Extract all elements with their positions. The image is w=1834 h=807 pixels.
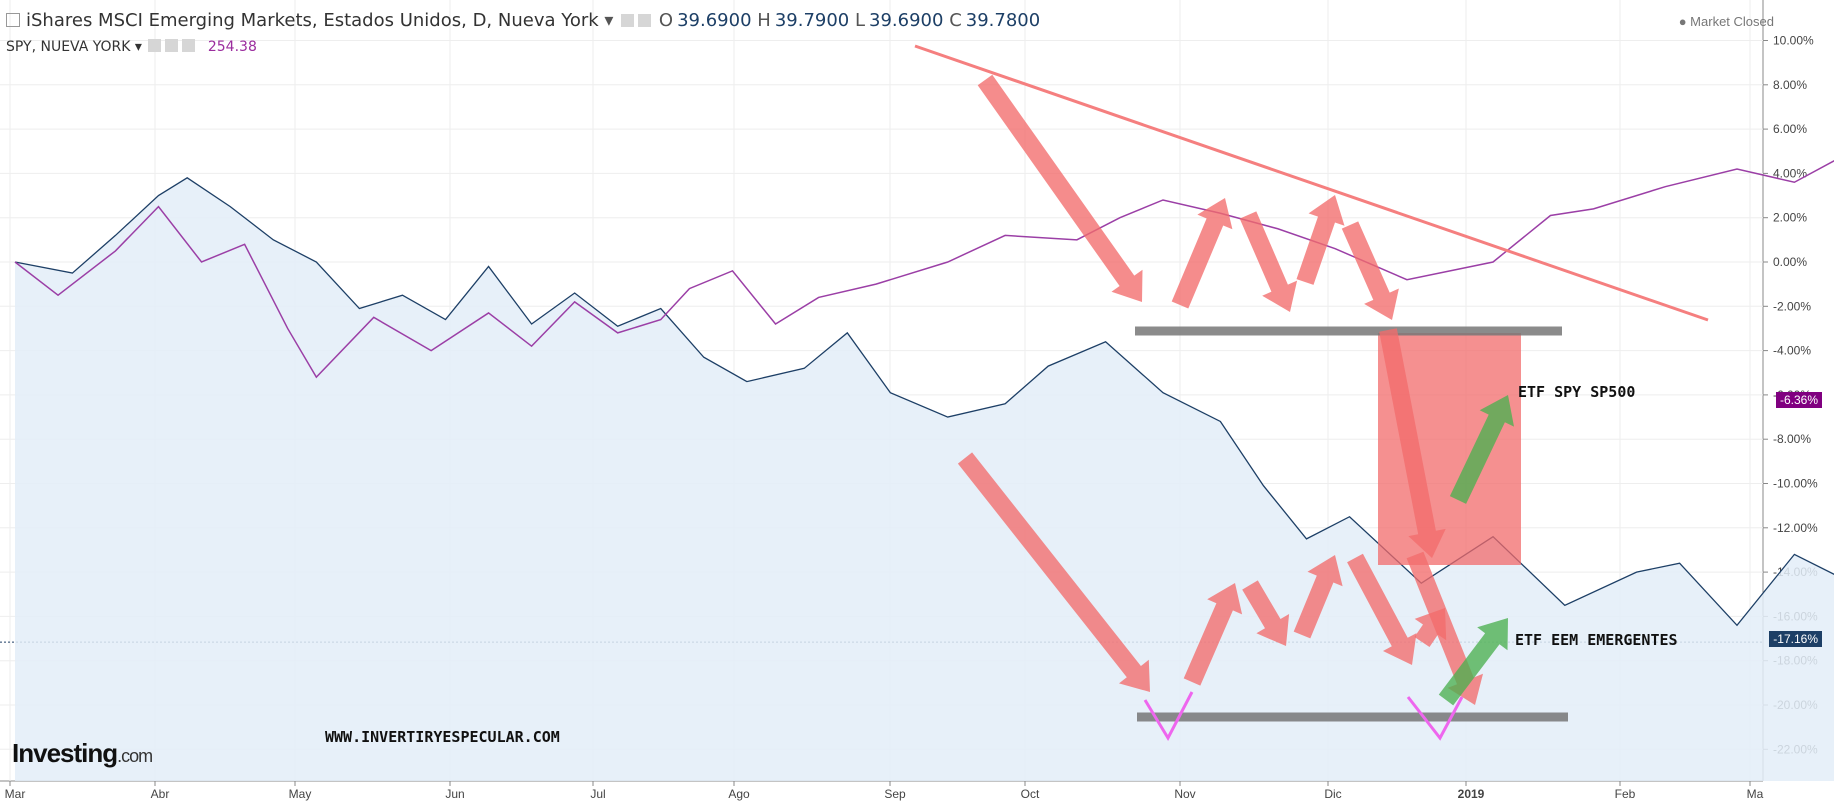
ohlc-close-key: C <box>949 10 962 31</box>
eye-icon[interactable] <box>638 14 652 27</box>
x-tick-label: Mar <box>5 787 26 801</box>
eem-annotation: ETF EEM EMERGENTES <box>1515 631 1678 649</box>
logo-suffix: .com <box>117 746 153 766</box>
spy-price-tag: -6.36% <box>1775 392 1822 408</box>
overlay-header: SPY, NUEVA YORK ▾ 254.38 <box>6 39 257 55</box>
chart-header: iShares MSCI Emerging Markets, Estados U… <box>6 10 1040 31</box>
arrow-up-icon <box>1293 555 1343 639</box>
arrow-down-icon <box>1341 221 1399 320</box>
x-tick-label: Dic <box>1324 787 1341 801</box>
eem-area <box>15 177 1834 781</box>
spy-annotation: ETF SPY SP500 <box>1518 383 1636 401</box>
arrow-down-icon <box>957 452 1150 692</box>
y-tick-label: 2.00% <box>1773 211 1807 225</box>
resistance-trendline <box>914 44 1709 322</box>
y-tick-label: 0.00% <box>1773 255 1807 269</box>
ohlc-low-value: 39.6900 <box>869 10 944 31</box>
close-icon[interactable] <box>182 39 196 52</box>
v-bottom-mark <box>1143 691 1194 742</box>
chevron-down-icon[interactable]: ▾ <box>604 10 614 31</box>
overlay-symbol: SPY, NUEVA YORK <box>6 39 131 55</box>
y-tick-label: 8.00% <box>1773 78 1807 92</box>
ohlc-high-key: H <box>757 10 771 31</box>
website-watermark: WWW.INVERTIRYESPECULAR.COM <box>325 728 560 746</box>
y-tick-label: -12.00% <box>1773 521 1818 535</box>
investing-logo: Investing.com <box>12 738 153 769</box>
x-tick-label: Feb <box>1615 787 1636 801</box>
instrument-title: iShares MSCI Emerging Markets, Estados U… <box>26 10 599 31</box>
arrow-up-icon <box>1171 198 1233 309</box>
logo-main: Investing <box>12 738 118 768</box>
ohlc-close-value: 39.7800 <box>965 10 1041 31</box>
y-tick-label: -10.00% <box>1773 477 1818 491</box>
x-tick-label: Jun <box>445 787 464 801</box>
spy-series-line <box>14 160 1834 379</box>
ohlc-open-key: O <box>658 10 674 31</box>
eem-price-tag: -17.16% <box>1769 631 1822 647</box>
arrow-up-icon <box>1183 583 1243 686</box>
eem-series-line <box>14 177 1834 627</box>
x-tick-label: Abr <box>151 787 170 801</box>
x-tick-label: Ma <box>1747 787 1764 801</box>
x-tick-label: Ago <box>728 787 750 801</box>
x-tick-label: Nov <box>1174 787 1195 801</box>
arrow-down-icon <box>1379 328 1446 558</box>
arrow-down-icon <box>977 74 1143 302</box>
eye-icon[interactable] <box>165 39 179 52</box>
ohlc-open-value: 39.6900 <box>677 10 752 31</box>
settings-icon[interactable] <box>148 39 162 52</box>
ohlc-low-key: L <box>854 10 866 31</box>
arrow-down-icon <box>1347 553 1417 665</box>
arrow-up-icon <box>1449 395 1514 504</box>
market-status: ● Market Closed <box>1678 14 1774 29</box>
x-tick-label: May <box>289 787 312 801</box>
x-tick-label: Oct <box>1021 787 1040 801</box>
arrow-down-icon <box>1239 211 1298 312</box>
x-tick-label: Jul <box>590 787 605 801</box>
arrow-up-icon <box>1438 618 1508 706</box>
overlay-value: 254.38 <box>207 39 257 55</box>
y-tick-label: -8.00% <box>1773 432 1811 446</box>
arrow-up-icon <box>1296 195 1345 285</box>
y-tick-label: -2.00% <box>1773 299 1811 313</box>
y-tick-label: 10.00% <box>1773 34 1814 48</box>
v-bottom-mark <box>1406 696 1464 741</box>
settings-icon[interactable] <box>621 14 635 27</box>
x-tick-label: 2019 <box>1458 787 1485 801</box>
arrow-down-icon <box>1242 580 1290 646</box>
chevron-down-icon[interactable]: ▾ <box>134 39 142 55</box>
ohlc-high-value: 39.7900 <box>774 10 850 31</box>
y-tick-label: 4.00% <box>1773 166 1807 180</box>
y-tick-label: -4.00% <box>1773 344 1811 358</box>
x-tick-label: Sep <box>884 787 906 801</box>
y-tick-label: 6.00% <box>1773 122 1807 136</box>
collapse-icon[interactable] <box>6 13 20 27</box>
